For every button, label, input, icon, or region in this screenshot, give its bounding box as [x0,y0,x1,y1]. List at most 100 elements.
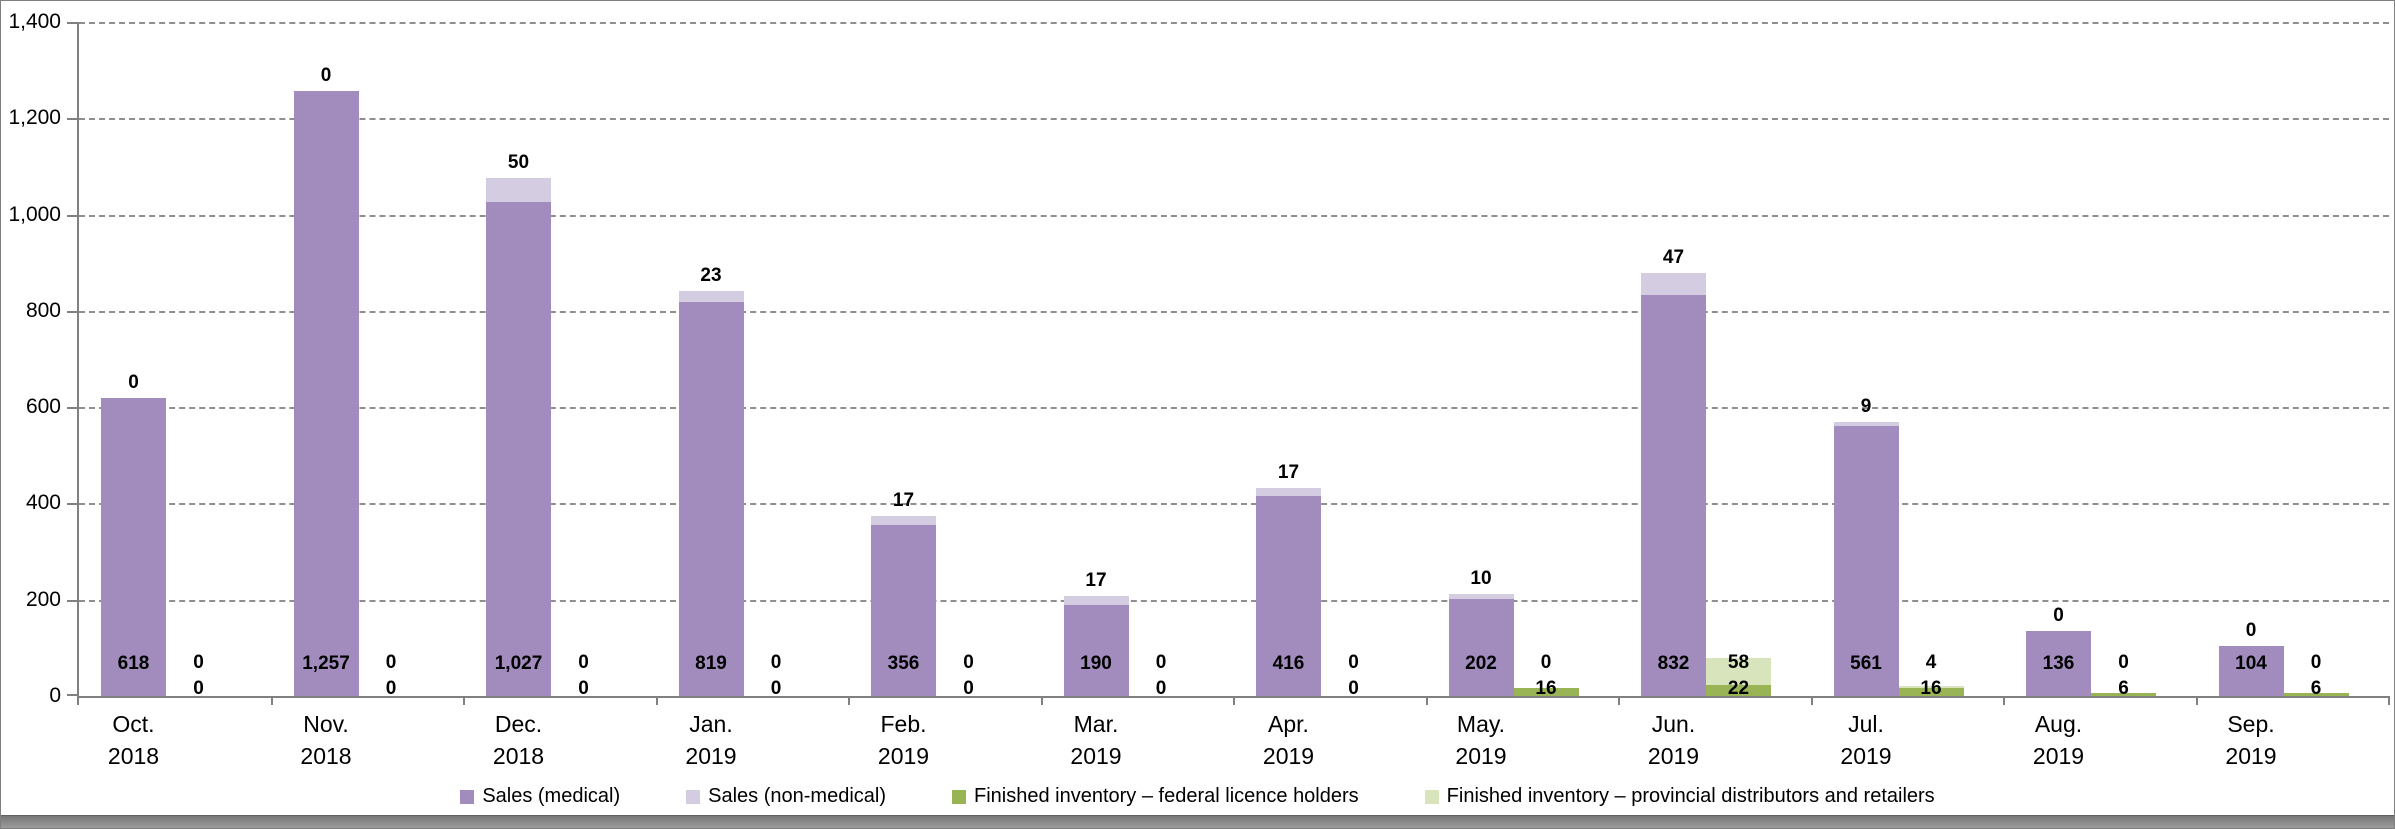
y-axis-line [77,22,79,696]
x-label-month: Feb. [880,711,927,737]
x-label-month: Jun. [1651,711,1696,737]
x-axis-label-Feb-2019: Feb. 2019 [849,708,959,772]
label-inventory-federal: 0 [1348,678,1359,699]
label-sales-non-medical: 0 [2053,604,2064,626]
label-sales-non-medical: 0 [128,372,139,394]
legend: Sales (medical) Sales (non-medical) Finish… [1,785,2394,808]
segment-inventory-federal [2283,693,2349,696]
x-axis-tick [1425,696,1428,705]
segment-sales-non-medical [1833,421,1899,426]
x-axis-tick [1040,696,1043,705]
category-Sep-2019: 104 0 0 6 Sep. 2019 [2197,22,2390,769]
x-label-month: Apr. [1268,711,1309,737]
legend-label: Sales (non-medical) [708,785,886,807]
gridline-1400 [79,22,2389,24]
x-axis-label-Mar-2019: Mar. 2019 [1041,708,1151,772]
label-sales-non-medical: 17 [1277,461,1300,483]
x-axis-tick [1233,696,1235,705]
x-label-month: Aug. [2034,711,2083,737]
category-Feb-2019: 356 17 0 0 Feb. 2019 [849,22,1042,769]
x-axis-label-Apr-2019: Apr. 2019 [1234,708,1344,772]
segment-sales-medical [1256,495,1321,696]
y-axis-label-1400: 1,400 [8,10,61,33]
x-axis-label-Jun-2019: Jun. 2019 [1619,708,1729,772]
category-Oct-2018: 618 0 0 0 Oct. 2018 [79,22,272,769]
segment-inventory-provincial [1706,657,1771,686]
x-axis-tick [2195,696,2198,705]
label-inventory-provincial: 58 [1727,652,1750,673]
label-sales-medical: 819 [695,653,727,674]
x-label-year: 2019 [1647,743,1700,769]
label-inventory-federal: 0 [963,678,974,699]
label-inventory-provincial: 0 [963,652,974,673]
label-sales-medical: 1,257 [302,653,350,674]
label-sales-medical: 416 [1272,653,1305,674]
segment-sales-medical [2026,630,2091,696]
category-Apr-2019: 416 17 0 0 Apr. 2019 [1234,22,1427,769]
legend-item-2: Finished inventory – federal licence hol… [952,785,1359,808]
y-axis-label-1200: 1,200 [8,106,61,130]
x-label-year: 2019 [1262,743,1315,769]
label-sales-medical: 1,027 [494,653,543,674]
x-axis-label-May-2019: May. 2019 [1426,708,1536,772]
segment-sales-medical [871,524,936,696]
x-label-month: Jan. [689,711,733,737]
label-inventory-federal: 0 [770,678,782,699]
label-inventory-provincial: 0 [1540,652,1552,673]
legend-swatch-icon [460,789,475,804]
legend-swatch-icon [1424,789,1439,804]
gridline-600 [79,407,2389,410]
y-axis-tick [67,694,77,696]
legend-swatch-icon [952,789,966,804]
label-sales-non-medical: 17 [1085,570,1107,592]
bottom-border-strip [1,815,2394,828]
label-inventory-provincial: 0 [193,652,204,673]
x-axis-tick [1810,696,1813,705]
x-label-month: Oct. [112,711,155,737]
segment-sales-non-medical [871,516,936,525]
label-sales-non-medical: 10 [1470,567,1492,589]
x-label-year: 2019 [2032,743,2085,769]
x-label-month: Sep. [2227,711,2275,737]
label-inventory-provincial: 0 [385,652,397,673]
legend-label: Finished inventory – provincial distribu… [1446,785,1935,807]
x-axis-tick [77,696,79,705]
label-inventory-federal: 16 [1535,678,1557,699]
label-inventory-federal: 22 [1727,678,1750,699]
label-sales-non-medical: 23 [700,264,722,286]
segment-inventory-provincial [1898,686,1964,689]
segment-sales-non-medical [1063,596,1129,605]
y-axis-label-1000: 1,000 [8,202,61,226]
label-sales-non-medical: 0 [2245,619,2257,641]
x-label-year: 2019 [1455,743,1507,769]
x-label-year: 2018 [492,743,545,769]
label-sales-medical: 618 [117,653,150,674]
label-inventory-provincial: 0 [2118,652,2129,673]
x-axis-label-Nov-2018: Nov. 2018 [271,708,381,772]
category-Nov-2018: 1,257 0 0 0 Nov. 2018 [272,22,465,769]
segment-sales-medical [1063,604,1129,696]
category-Aug-2019: 136 0 0 6 Aug. 2019 [2004,22,2197,769]
x-axis-tick [1618,696,1620,705]
label-sales-non-medical: 0 [320,64,332,86]
gridline-200 [79,599,2389,602]
segment-sales-medical [1448,598,1514,696]
segment-sales-non-medical [1256,487,1321,496]
y-axis-tick [67,118,77,121]
segment-inventory-federal [1513,688,1579,696]
label-inventory-provincial: 4 [1925,652,1937,673]
category-Mar-2019: 190 17 0 0 Mar. 2019 [1042,22,1235,769]
label-inventory-federal: 0 [578,678,589,699]
segment-sales-medical [1833,425,1899,696]
y-axis-tick [67,503,77,506]
legend-label: Finished inventory – federal licence hol… [974,785,1359,807]
y-axis-tick [67,22,77,24]
legend-item-0: Sales (medical) [460,785,620,808]
label-sales-non-medical: 17 [892,490,915,512]
x-axis-label-Sep-2019: Sep. 2019 [2196,708,2306,772]
y-axis-tick [67,310,77,313]
x-label-month: Mar. [1073,711,1119,737]
legend-item-1: Sales (non-medical) [686,785,886,808]
label-inventory-provincial: 0 [1348,652,1359,673]
label-sales-medical: 202 [1465,653,1497,674]
